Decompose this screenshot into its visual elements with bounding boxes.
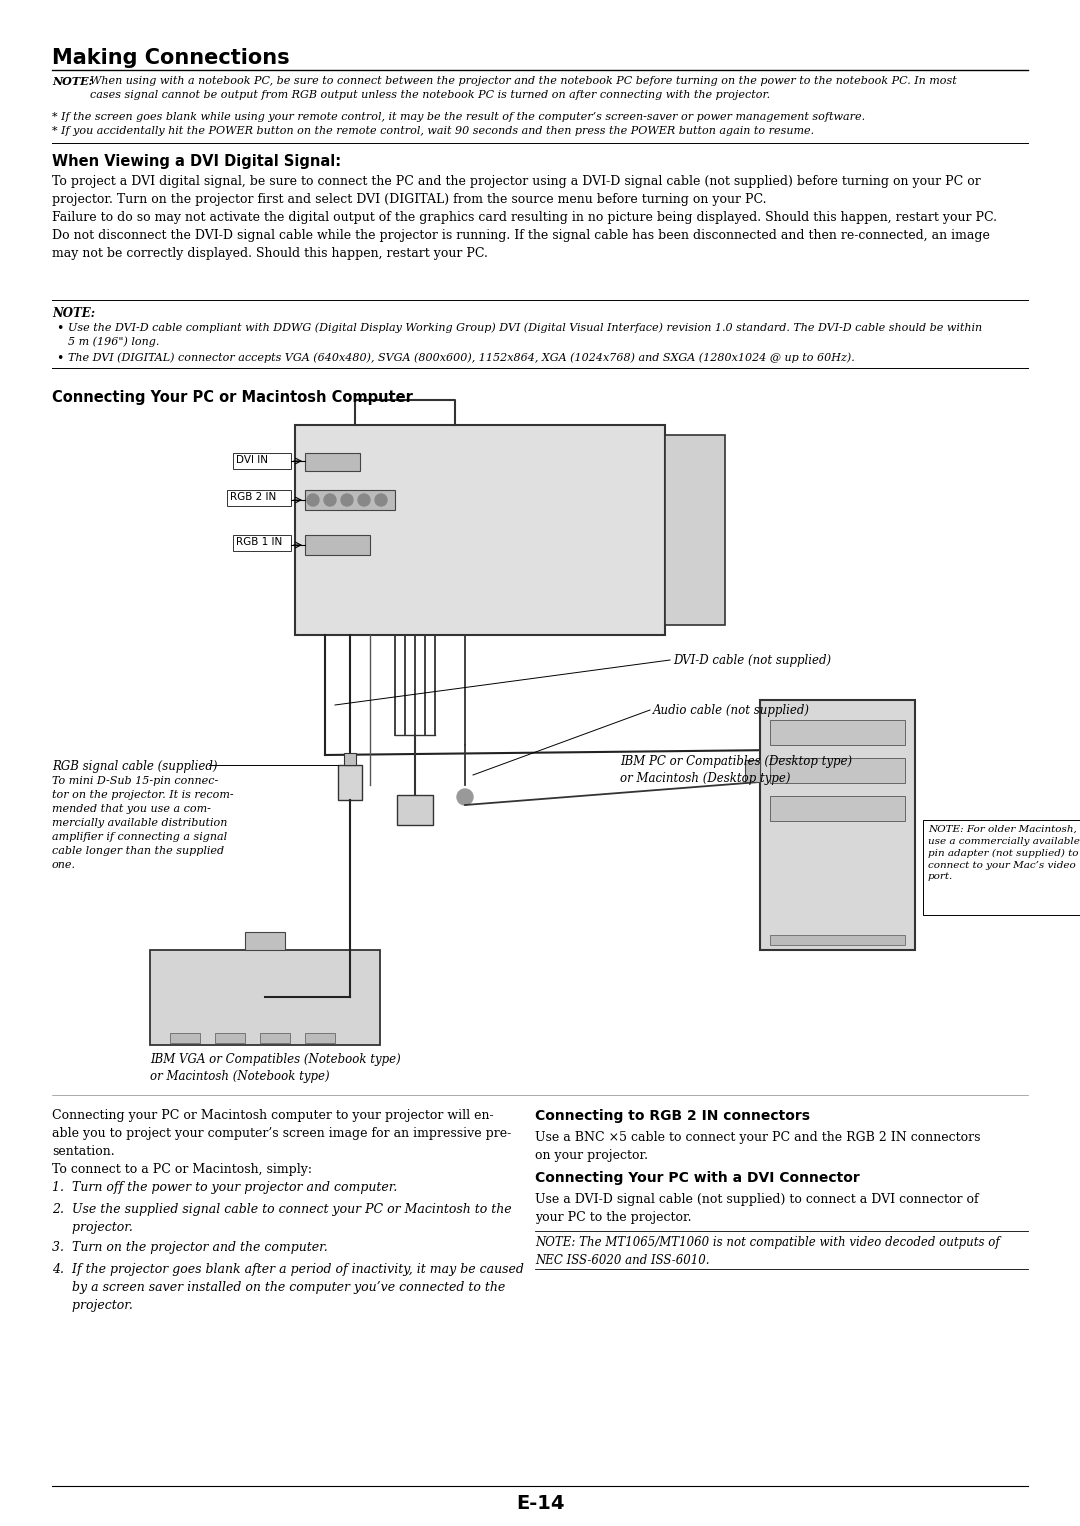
Text: Making Connections: Making Connections	[52, 47, 289, 69]
Circle shape	[375, 494, 387, 507]
Bar	[770, 935, 905, 945]
Bar	[305, 490, 395, 510]
Text: DVI IN: DVI IN	[237, 455, 268, 465]
Text: 3.  Turn on the projector and the computer.: 3. Turn on the projector and the compute…	[52, 1241, 327, 1254]
Text: NOTE:: NOTE:	[52, 76, 93, 87]
Circle shape	[822, 905, 852, 935]
Text: Use the DVI-D cable compliant with DDWG (Digital Display Working Group) DVI (Dig: Use the DVI-D cable compliant with DDWG …	[68, 322, 982, 346]
Bar	[227, 490, 291, 507]
Text: Use a BNC ×5 cable to connect your PC and the RGB 2 IN connectors
on your projec: Use a BNC ×5 cable to connect your PC an…	[535, 1131, 981, 1161]
Bar	[770, 720, 905, 745]
Circle shape	[347, 961, 363, 978]
Text: NOTE: For older Macintosh,
use a commercially available
pin adapter (not supplie: NOTE: For older Macintosh, use a commerc…	[928, 826, 1080, 882]
Circle shape	[324, 494, 336, 507]
Bar	[345, 752, 356, 765]
Bar	[745, 760, 760, 781]
Text: Connecting Your PC or Macintosh Computer: Connecting Your PC or Macintosh Computer	[52, 391, 413, 404]
Text: Connecting to RGB 2 IN connectors: Connecting to RGB 2 IN connectors	[535, 1109, 810, 1123]
Text: •: •	[56, 322, 64, 336]
Bar	[760, 700, 915, 951]
Text: DVI-D cable (not supplied): DVI-D cable (not supplied)	[673, 655, 832, 667]
Text: RGB 2 IN: RGB 2 IN	[230, 491, 276, 502]
Text: RGB 1 IN: RGB 1 IN	[237, 537, 282, 546]
Text: When using with a notebook PC, be sure to connect between the projector and the : When using with a notebook PC, be sure t…	[90, 76, 957, 99]
Bar	[233, 453, 291, 468]
Bar	[170, 1033, 200, 1042]
Text: To project a DVI digital signal, be sure to connect the PC and the projector usi: To project a DVI digital signal, be sure…	[52, 175, 997, 259]
Text: To mini D-Sub 15-pin connec-
tor on the projector. It is recom-
mended that you : To mini D-Sub 15-pin connec- tor on the …	[52, 777, 233, 870]
Bar	[305, 536, 370, 555]
Circle shape	[457, 789, 473, 806]
Bar	[397, 795, 433, 826]
Text: IBM VGA or Compatibles (Notebook type)
or Macintosh (Notebook type): IBM VGA or Compatibles (Notebook type) o…	[150, 1053, 401, 1083]
Bar	[260, 1033, 291, 1042]
Text: IBM PC or Compatibles (Desktop type)
or Macintosh (Desktop type): IBM PC or Compatibles (Desktop type) or …	[620, 755, 852, 784]
Bar	[150, 951, 380, 1045]
Text: Connecting your PC or Macintosh computer to your projector will en-
able you to : Connecting your PC or Macintosh computer…	[52, 1109, 511, 1177]
Bar	[665, 435, 725, 626]
Circle shape	[341, 494, 353, 507]
Circle shape	[307, 494, 319, 507]
Text: Audio cable (not supplied): Audio cable (not supplied)	[653, 703, 810, 717]
Bar	[770, 758, 905, 783]
Bar	[233, 536, 291, 551]
Bar	[923, 819, 1080, 916]
Text: Connecting Your PC with a DVI Connector: Connecting Your PC with a DVI Connector	[535, 1170, 860, 1186]
Text: * If you accidentally hit the POWER button on the remote control, wait 90 second: * If you accidentally hit the POWER butt…	[52, 127, 814, 136]
Circle shape	[357, 494, 370, 507]
Text: 1.  Turn off the power to your projector and computer.: 1. Turn off the power to your projector …	[52, 1181, 397, 1193]
Bar	[245, 932, 285, 951]
Bar	[305, 1033, 335, 1042]
Text: E-14: E-14	[516, 1494, 564, 1512]
Text: RGB signal cable (supplied): RGB signal cable (supplied)	[52, 760, 217, 774]
Text: When Viewing a DVI Digital Signal:: When Viewing a DVI Digital Signal:	[52, 154, 341, 169]
Text: * If the screen goes blank while using your remote control, it may be the result: * If the screen goes blank while using y…	[52, 111, 865, 122]
Text: 2.  Use the supplied signal cable to connect your PC or Macintosh to the
     pr: 2. Use the supplied signal cable to conn…	[52, 1202, 512, 1235]
Text: The DVI (DIGITAL) connector accepts VGA (640x480), SVGA (800x600), 1152x864, XGA: The DVI (DIGITAL) connector accepts VGA …	[68, 353, 854, 363]
Text: NOTE: The MT1065/MT1060 is not compatible with video decoded outputs of
NEC ISS-: NOTE: The MT1065/MT1060 is not compatibl…	[535, 1236, 1000, 1267]
Text: •: •	[56, 353, 64, 365]
Text: Use a DVI-D signal cable (not supplied) to connect a DVI connector of
your PC to: Use a DVI-D signal cable (not supplied) …	[535, 1193, 978, 1224]
Bar	[215, 1033, 245, 1042]
Bar	[338, 765, 362, 800]
Bar	[305, 453, 360, 472]
Bar	[295, 426, 665, 635]
Text: 4.  If the projector goes blank after a period of inactivity, it may be caused
 : 4. If the projector goes blank after a p…	[52, 1264, 524, 1312]
Text: NOTE:: NOTE:	[52, 307, 95, 320]
Bar	[770, 797, 905, 821]
